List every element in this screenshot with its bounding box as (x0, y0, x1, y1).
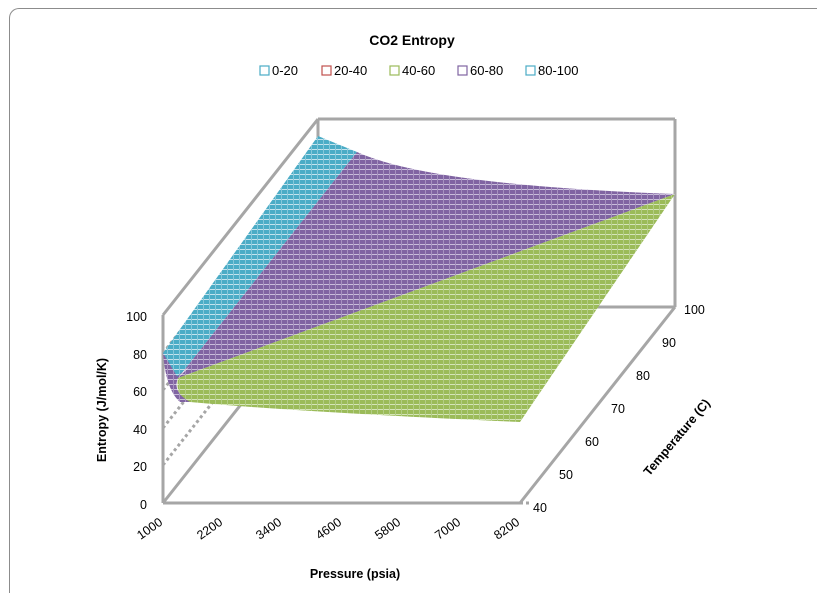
z-axis-title: Entropy (J/mol/K) (95, 358, 109, 462)
legend-label-60-80: 60-80 (470, 63, 503, 78)
left-wall-top-edge (161, 118, 320, 316)
z-tick-20: 20 (133, 460, 147, 474)
z-tick-0: 0 (140, 498, 147, 512)
surface-band-60-80 (170, 152, 675, 382)
legend-label-80-100: 80-100 (538, 63, 578, 78)
x-tick-8200: 8200 (491, 515, 522, 542)
legend-swatch-20-40 (321, 65, 332, 76)
z-tick-80: 80 (133, 348, 147, 362)
y-tick-70: 70 (611, 402, 625, 416)
y-axis-ticks: 40 50 60 70 80 90 100 (533, 303, 705, 515)
y-tick-40: 40 (533, 501, 547, 515)
floor-right-edge (518, 306, 677, 504)
x-tick-2200: 2200 (194, 515, 225, 542)
legend-label-40-60: 40-60 (402, 63, 435, 78)
z-axis-ticks: 0 20 40 60 80 100 (126, 310, 147, 512)
y-tick-90: 90 (662, 336, 676, 350)
y-tick-100: 100 (684, 303, 705, 317)
chart-area (9, 8, 817, 593)
legend-swatch-60-80 (457, 65, 468, 76)
chart-title: CO2 Entropy (369, 32, 455, 48)
legend-swatch-0-20 (259, 65, 270, 76)
y-tick-60: 60 (585, 435, 599, 449)
y-axis-title: Temperature (C) (641, 396, 713, 478)
z-tick-100: 100 (126, 310, 147, 324)
x-tick-7000: 7000 (432, 515, 463, 542)
x-tick-5800: 5800 (372, 515, 403, 542)
legend: 0-20 20-40 40-60 60-80 80-100 (259, 63, 578, 78)
z-tick-40: 40 (133, 423, 147, 437)
x-tick-4600: 4600 (313, 515, 344, 542)
x-axis-title: Pressure (psia) (310, 567, 400, 581)
y-tick-80: 80 (636, 369, 650, 383)
surface-band-40-60 (177, 194, 675, 422)
legend-swatch-80-100 (525, 65, 536, 76)
entropy-surface (163, 136, 675, 422)
legend-label-20-40: 20-40 (334, 63, 367, 78)
surface-edge-lower (163, 353, 190, 402)
y-tick-50: 50 (559, 468, 573, 482)
x-tick-1000: 1000 (134, 515, 165, 542)
legend-swatch-40-60 (389, 65, 400, 76)
legend-label-0-20: 0-20 (272, 63, 298, 78)
x-tick-3400: 3400 (253, 515, 284, 542)
z-tick-60: 60 (133, 385, 147, 399)
surface-band-80-100 (163, 136, 357, 378)
x-axis-ticks: 1000 2200 3400 4600 5800 7000 8200 (134, 515, 522, 542)
